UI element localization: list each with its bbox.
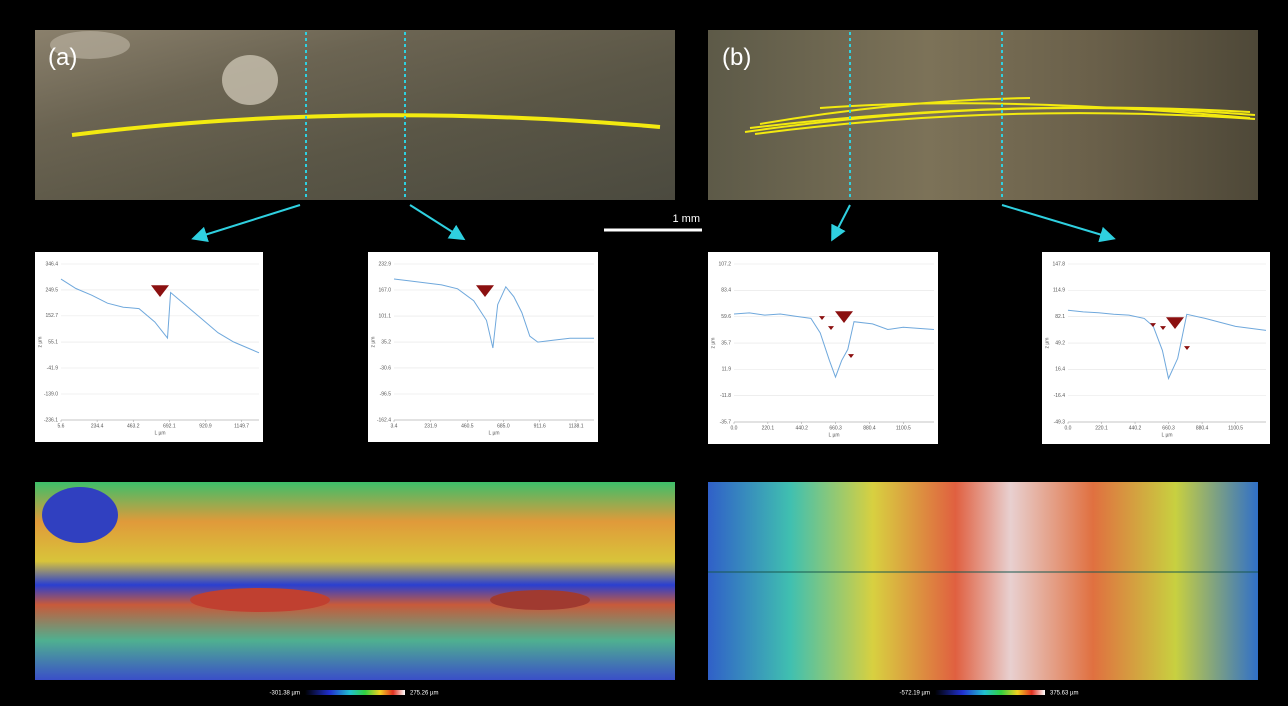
x-tick-label: 440.2 — [1129, 425, 1142, 431]
photo-feature — [222, 55, 278, 105]
x-tick-label: 685.0 — [497, 423, 510, 429]
y-tick-label: -11.8 — [720, 393, 731, 399]
y-tick-label: -139.0 — [44, 391, 58, 397]
y-tick-label: -35.7 — [720, 419, 732, 425]
y-tick-label: 83.4 — [721, 288, 731, 294]
x-tick-label: 3.4 — [391, 423, 398, 429]
colorbar-min: -572.19 µm — [900, 691, 930, 697]
y-tick-label: 11.9 — [722, 367, 732, 373]
colorbar-max: 275.26 µm — [410, 691, 438, 697]
x-tick-label: 440.2 — [795, 425, 808, 431]
y-tick-label: 82.1 — [1055, 314, 1065, 320]
chart-panel — [708, 252, 938, 444]
y-tick-label: -236.1 — [44, 417, 58, 423]
x-tick-label: 1138.1 — [569, 423, 584, 429]
y-axis-label: z µm — [710, 338, 716, 349]
y-tick-label: -41.9 — [47, 365, 59, 371]
y-tick-label: -96.5 — [380, 391, 392, 397]
x-tick-label: 1149.7 — [234, 423, 249, 429]
y-tick-label: 16.4 — [1055, 367, 1065, 373]
x-tick-label: 220.1 — [762, 425, 775, 431]
y-tick-label: -16.4 — [1054, 393, 1066, 399]
y-tick-label: 35.7 — [721, 340, 731, 346]
x-tick-label: 0.0 — [1065, 425, 1072, 431]
x-tick-label: 220.1 — [1095, 425, 1108, 431]
x-tick-label: 880.4 — [1196, 425, 1209, 431]
y-tick-label: 49.2 — [1055, 340, 1065, 346]
x-tick-label: 692.1 — [163, 423, 176, 429]
x-tick-label: 234.4 — [91, 423, 104, 429]
y-tick-label: -49.3 — [1054, 419, 1066, 425]
y-tick-label: 147.8 — [1052, 261, 1065, 267]
x-tick-label: 660.3 — [1162, 425, 1175, 431]
y-axis-label: z µm — [1044, 338, 1050, 349]
y-tick-label: 55.1 — [48, 339, 58, 345]
scale-label: 1 mm — [673, 213, 701, 225]
x-tick-label: 463.2 — [127, 423, 140, 429]
y-tick-label: 35.2 — [381, 339, 391, 345]
x-axis-label: L µm — [828, 432, 839, 438]
y-tick-label: 249.5 — [45, 287, 58, 293]
chart-panel — [35, 252, 263, 442]
x-axis-label: L µm — [488, 430, 499, 436]
x-tick-label: 660.3 — [829, 425, 842, 431]
y-axis-label: z µm — [37, 337, 43, 348]
y-tick-label: 167.0 — [378, 287, 391, 293]
arrows — [195, 205, 1112, 238]
y-tick-label: 101.1 — [378, 313, 391, 319]
y-tick-label: 59.6 — [721, 314, 731, 320]
y-tick-label: -30.6 — [380, 365, 392, 371]
x-tick-label: 911.6 — [534, 423, 546, 429]
map-feature — [490, 590, 590, 610]
chart-panel — [1042, 252, 1270, 444]
x-tick-label: 880.4 — [863, 425, 876, 431]
y-tick-label: 152.7 — [45, 313, 58, 319]
map-feature — [190, 588, 330, 612]
x-tick-label: 5.6 — [58, 423, 65, 429]
y-tick-label: 107.2 — [718, 261, 731, 267]
y-tick-label: 232.9 — [378, 261, 391, 267]
colorbar — [935, 690, 1045, 695]
x-tick-label: 920.9 — [199, 423, 212, 429]
y-axis-label: z µm — [370, 337, 376, 348]
panel-label: (a) — [48, 44, 77, 71]
height-map-b — [708, 482, 1258, 680]
y-tick-label: -162.4 — [377, 417, 391, 423]
x-tick-label: 0.0 — [731, 425, 738, 431]
colorbar — [305, 690, 405, 695]
colorbar-min: -301.38 µm — [270, 691, 300, 697]
x-tick-label: 231.9 — [424, 423, 437, 429]
height-map-a — [35, 482, 675, 680]
panel-label: (b) — [722, 44, 751, 71]
figure: (a) (b) 1 mm -301.38 µm 275.26 µm -572.1… — [0, 0, 1288, 706]
colorbar-max: 375.63 µm — [1050, 691, 1078, 697]
y-tick-label: 114.9 — [1053, 288, 1065, 294]
x-axis-label: L µm — [1161, 432, 1172, 438]
x-tick-label: 1100.5 — [1228, 425, 1243, 431]
x-axis-label: L µm — [154, 430, 165, 436]
map-feature — [42, 487, 118, 543]
y-tick-label: 346.4 — [45, 261, 58, 267]
x-tick-label: 460.5 — [461, 423, 474, 429]
x-tick-label: 1100.5 — [896, 425, 911, 431]
